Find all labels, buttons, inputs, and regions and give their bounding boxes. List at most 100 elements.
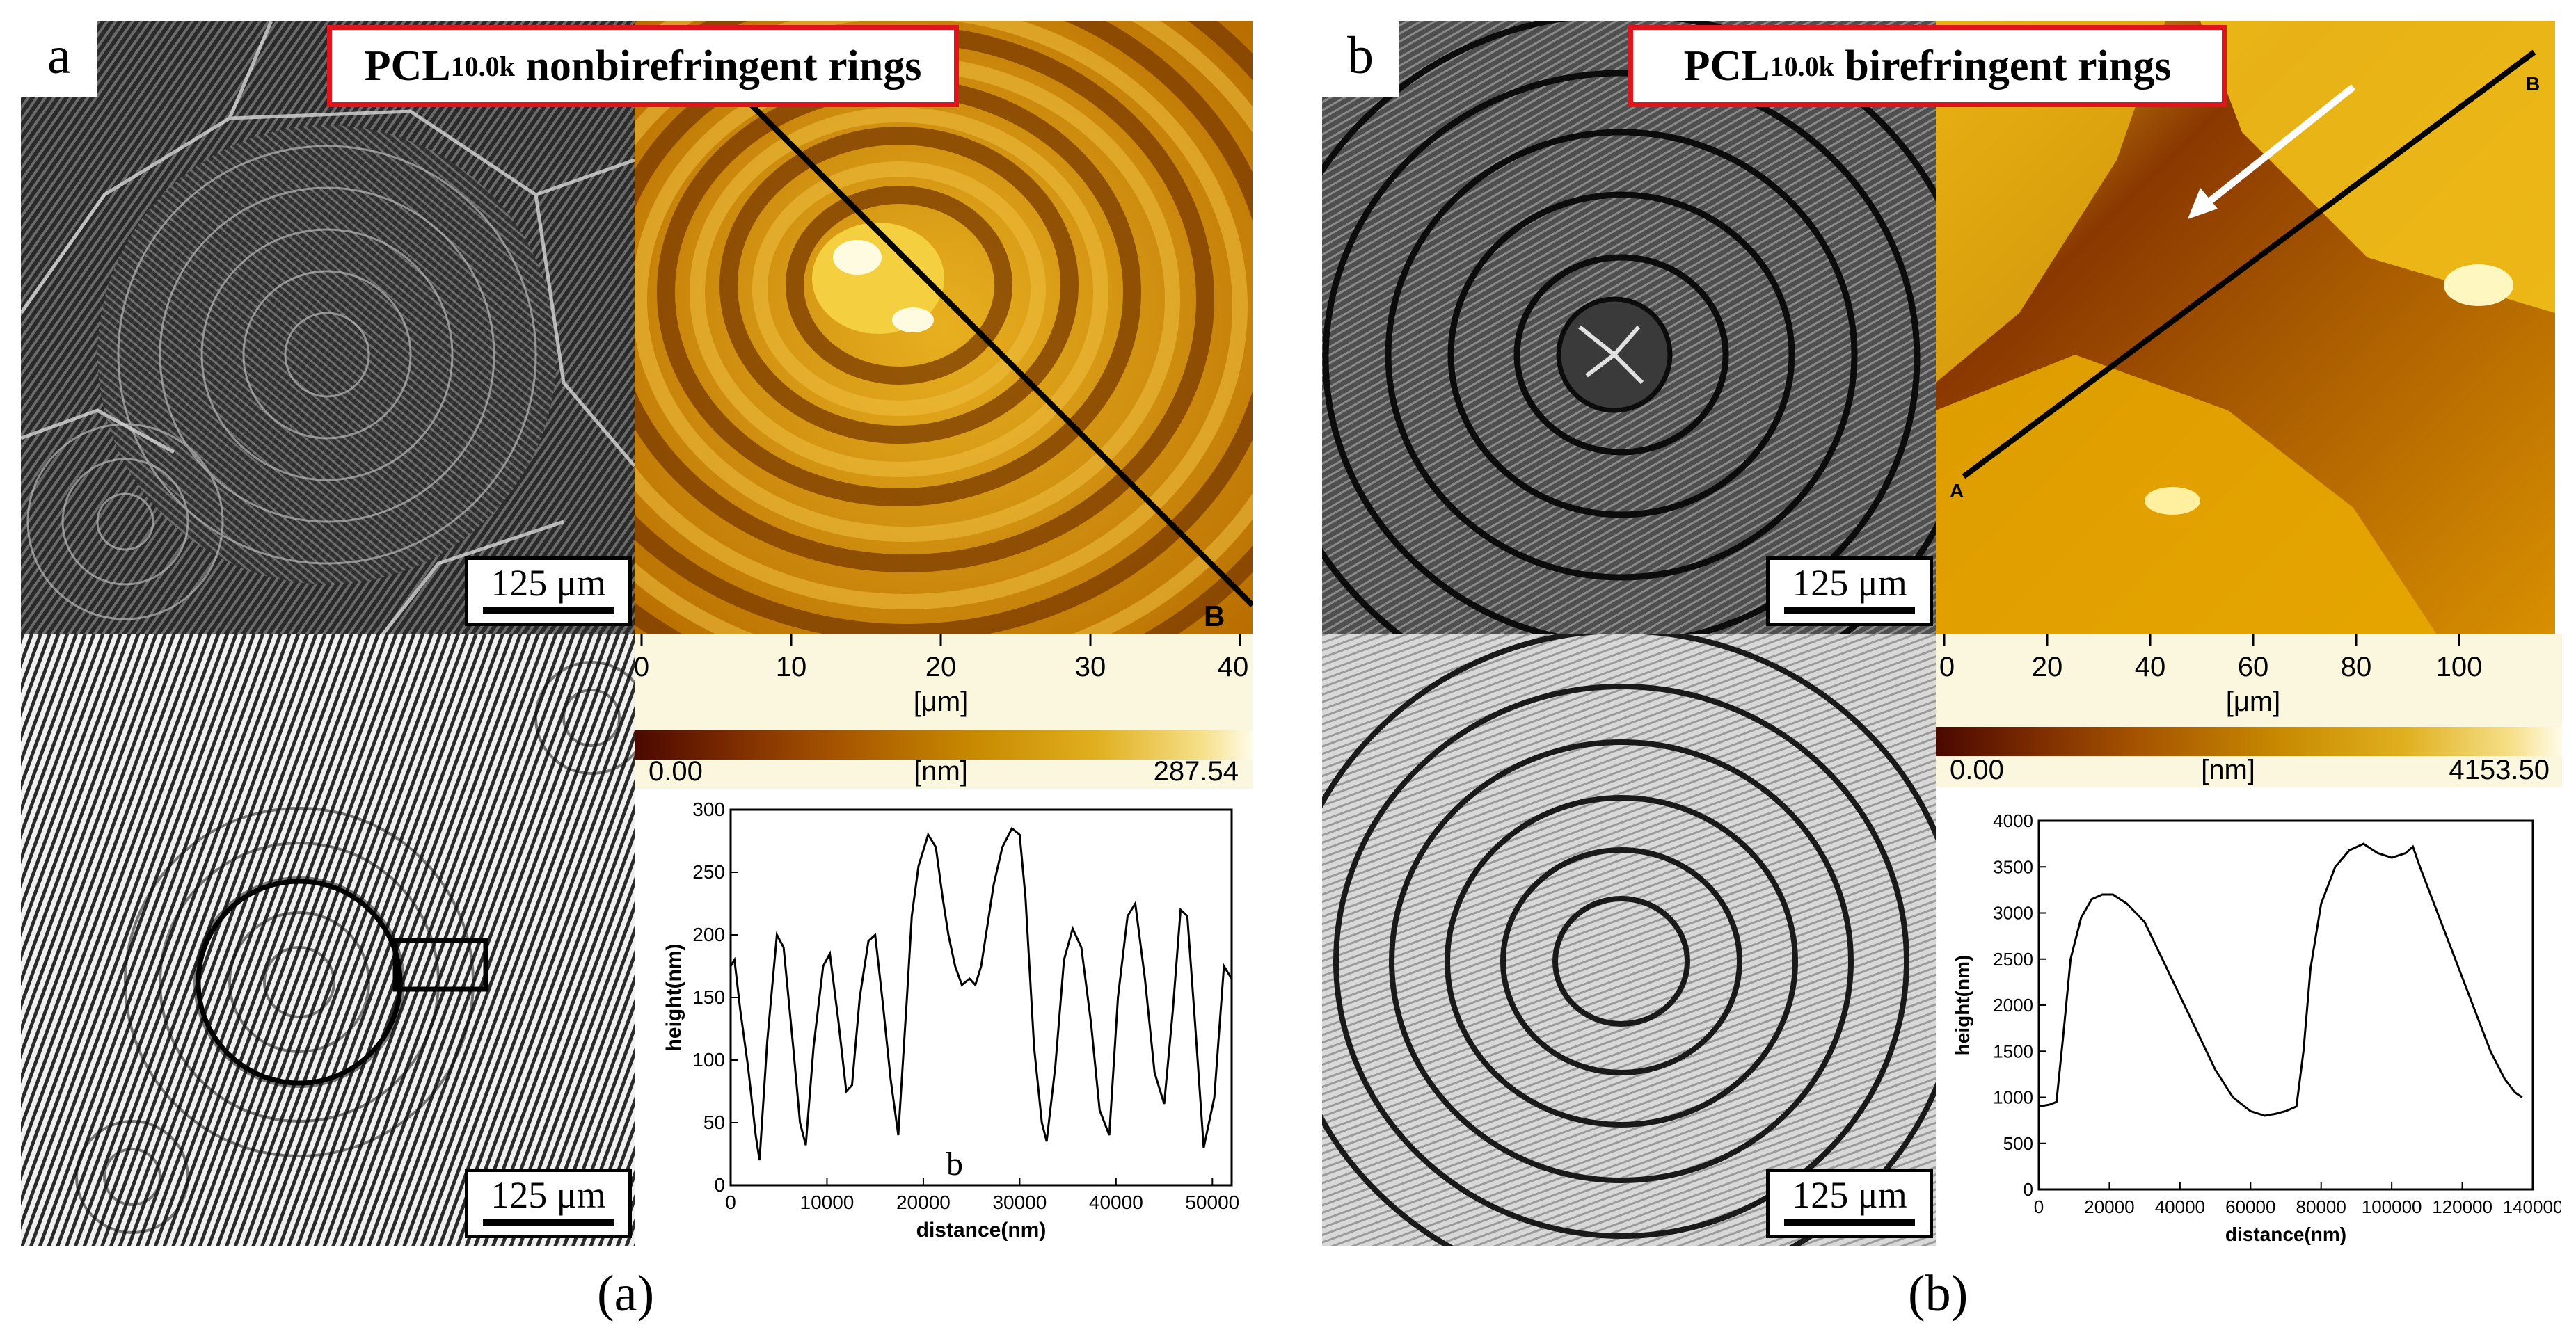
panel-a-title-main: PCL xyxy=(364,42,451,90)
afm-b-marker-b: B xyxy=(2526,73,2540,95)
chart-frame xyxy=(729,808,1233,1187)
panel-a-micrograph-bottom xyxy=(21,634,635,1246)
panel-b-title-main: PCL xyxy=(1683,42,1770,90)
colorbar-a-max: 287.54 xyxy=(1154,756,1239,787)
panel-a-micrograph-top xyxy=(21,21,635,634)
y-tick-label: 50 xyxy=(703,1112,725,1133)
panel-a-afm-axis: 0 10 20 30 40 [μm] 0.00 [nm] 287.54 xyxy=(634,634,1253,789)
colorbar-a-min: 0.00 xyxy=(649,756,703,787)
y-tick-label: 300 xyxy=(692,799,725,820)
afm-b-xtick-3: 60 xyxy=(2238,652,2269,682)
afm-a-x-unit: [μm] xyxy=(914,687,969,717)
panel-b-title-sub: 10.0k xyxy=(1770,50,1834,82)
x-tick-label: 40000 xyxy=(1089,1192,1143,1213)
x-tick-label: 140000 xyxy=(2503,1196,2561,1217)
panel-b-afm-axis: 0 20 40 60 80 100 [μm] 0.00 [nm] 4153.50 xyxy=(1936,634,2562,787)
x-axis-label: distance(nm) xyxy=(916,1219,1047,1242)
afm-b-xtick-0: 0 xyxy=(1939,652,1955,682)
panel-b-micrograph-top xyxy=(1322,21,1936,634)
scale-bar-top-line-b xyxy=(1783,607,1916,614)
x-tick-label: 0 xyxy=(725,1192,736,1213)
scale-bar-bottom-line-a xyxy=(482,1219,614,1226)
x-tick-label: 40000 xyxy=(2155,1196,2205,1217)
afm-b-x-unit: [μm] xyxy=(2226,687,2281,717)
x-tick-label: 80000 xyxy=(2296,1196,2346,1217)
afm-marker-b: B xyxy=(1204,600,1225,632)
x-tick-label: 10000 xyxy=(800,1192,854,1213)
panel-b-colorbar xyxy=(1936,727,2562,756)
x-tick-label: 20000 xyxy=(2084,1196,2134,1217)
panel-b-title: PCL 10.0k birefringent rings xyxy=(1628,25,2227,107)
afm-b-xtick-4: 80 xyxy=(2341,652,2372,682)
panel-b-caption: (b) xyxy=(1908,1265,1969,1322)
panel-b-afm-image: A B xyxy=(1936,21,2555,634)
scale-bar-bottom-label-a: 125 μm xyxy=(491,1174,606,1216)
colorbar-a-unit: [nm] xyxy=(914,756,968,787)
afm-b-xtick-2: 40 xyxy=(2135,652,2166,682)
panel-a-letter: a xyxy=(21,21,97,97)
y-tick-label: 0 xyxy=(714,1174,725,1196)
colorbar-b-min: 0.00 xyxy=(1950,755,2004,785)
afm-a-xtick-1: 10 xyxy=(776,652,807,682)
afm-b-marker-a: A xyxy=(1950,480,1964,502)
afm-b-xtick-1: 20 xyxy=(2032,652,2063,682)
micrograph-b-bottom-texture xyxy=(1322,634,1936,1246)
y-tick-label: 150 xyxy=(692,986,725,1008)
y-tick-label: 200 xyxy=(692,924,725,945)
panel-a-afm-image: B xyxy=(635,21,1253,634)
panel-b-profile-chart: 0 20000 40000 60000 80000 100000 120000 140000 0… xyxy=(1948,800,2563,1252)
panel-a-caption: (a) xyxy=(597,1265,655,1322)
y-tick-label: 2500 xyxy=(1993,949,2033,970)
micrograph-top-texture xyxy=(21,21,635,634)
afm-b-xtick-5: 100 xyxy=(2436,652,2483,682)
afm-scan-line xyxy=(747,101,1253,607)
profile-chart-a-svg: 0 10000 20000 30000 40000 50000 0 50 100 150 200 25… xyxy=(662,799,1239,1242)
x-tick-label: 0 xyxy=(2034,1196,2044,1217)
series-line xyxy=(729,826,1233,1161)
series-line xyxy=(2038,842,2523,1117)
panel-b-micrograph-bottom xyxy=(1322,634,1936,1246)
y-tick-label: 3000 xyxy=(1993,903,2033,924)
panel-a-colorbar xyxy=(635,730,1253,760)
panel-a: B 0 10 20 30 40 [μm] 0.00 [nm] 287.54 xyxy=(0,0,1253,1339)
x-tick-label: 20000 xyxy=(896,1192,951,1213)
y-tick-label: 1000 xyxy=(1993,1087,2033,1108)
y-axis-label: height(nm) xyxy=(1952,955,1973,1056)
afm-a-xtick-4: 40 xyxy=(1218,652,1249,682)
y-tick-label: 4000 xyxy=(1993,810,2033,831)
afm-a-xtick-0: 0 xyxy=(635,652,649,682)
panel-a-title-rest: nonbirefringent rings xyxy=(514,42,922,90)
afm-b-scan-line xyxy=(1962,49,2536,479)
panel-a-scale-bar-top: 125 μm xyxy=(465,556,632,626)
x-tick-label: 100000 xyxy=(2362,1196,2422,1217)
panel-b-scale-bar-top: 125 μm xyxy=(1766,556,1933,626)
panel-a-profile-chart: 0 10000 20000 30000 40000 50000 0 50 100 150 200 25… xyxy=(654,789,1253,1262)
x-tick-label: 30000 xyxy=(992,1192,1047,1213)
x-tick-label: 50000 xyxy=(1185,1192,1239,1213)
y-axis-label: height(nm) xyxy=(662,944,685,1052)
scale-bar-bottom-line-b xyxy=(1783,1219,1916,1226)
panel-a-title: PCL 10.0k nonbirefringent rings xyxy=(327,25,959,107)
y-tick-label: 1500 xyxy=(1993,1041,2033,1061)
y-tick-label: 2000 xyxy=(1993,995,2033,1016)
x-tick-label: 120000 xyxy=(2432,1196,2492,1217)
colorbar-b-max: 4153.50 xyxy=(2449,755,2550,785)
afm-a-xtick-2: 20 xyxy=(925,652,957,682)
y-tick-label: 100 xyxy=(692,1049,725,1071)
y-tick-label: 500 xyxy=(2003,1133,2033,1154)
afm-b-arrow-head xyxy=(2188,188,2218,219)
y-tick-label: 3500 xyxy=(1993,856,2033,877)
chart-frame xyxy=(2037,819,2534,1191)
panel-b-letter: b xyxy=(1322,21,1399,97)
highlight-circle xyxy=(196,879,403,1086)
y-tick-label: 0 xyxy=(2024,1179,2033,1200)
scale-bar-bottom-label-b: 125 μm xyxy=(1792,1174,1907,1216)
micrograph-bottom-texture xyxy=(21,634,635,1246)
x-tick-label: 60000 xyxy=(2225,1196,2275,1217)
scale-bar-top-label-b: 125 μm xyxy=(1792,562,1907,604)
afm-b-topography: A B xyxy=(1936,21,2555,634)
panel-b-title-rest: birefringent rings xyxy=(1834,42,2172,90)
afm-ring-topography: B xyxy=(635,21,1253,634)
scale-bar-top-line-a xyxy=(482,607,614,614)
profile-chart-b-svg: 0 20000 40000 60000 80000 100000 120000 140000 0… xyxy=(1952,810,2563,1245)
